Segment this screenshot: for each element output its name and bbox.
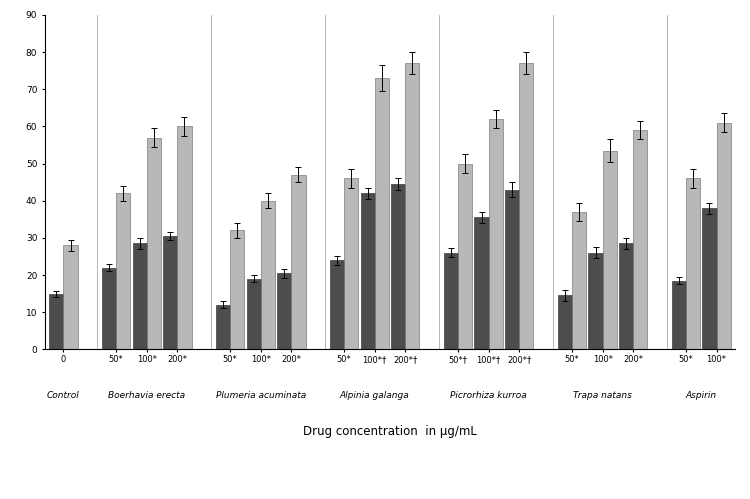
Bar (361, 193, 375, 349)
Bar (619, 244, 633, 349)
Bar (505, 190, 519, 349)
Bar (702, 208, 716, 349)
Bar (291, 175, 305, 349)
Bar (716, 123, 730, 349)
Bar (519, 63, 533, 349)
Bar (164, 236, 178, 349)
Text: Alpinia galanga: Alpinia galanga (340, 391, 410, 400)
Bar (686, 179, 700, 349)
Bar (133, 244, 147, 349)
Bar (278, 273, 291, 349)
Bar (458, 164, 472, 349)
X-axis label: Drug concentration  in μg/mL: Drug concentration in μg/mL (303, 425, 477, 438)
Bar (405, 63, 419, 349)
Text: Trapa natans: Trapa natans (573, 391, 632, 400)
Bar (489, 119, 502, 349)
Bar (475, 218, 489, 349)
Bar (330, 260, 344, 349)
Bar (230, 231, 244, 349)
Bar (558, 295, 572, 349)
Bar (116, 193, 130, 349)
Bar (216, 305, 230, 349)
Bar (178, 126, 191, 349)
Bar (633, 130, 647, 349)
Text: Boerhavia erecta: Boerhavia erecta (108, 391, 185, 400)
Bar (102, 267, 116, 349)
Bar (247, 279, 261, 349)
Text: Aspirin: Aspirin (686, 391, 717, 400)
Bar (672, 280, 686, 349)
Bar (64, 246, 78, 349)
Bar (602, 151, 616, 349)
Bar (589, 252, 602, 349)
Bar (391, 184, 405, 349)
Bar (344, 179, 358, 349)
Bar (375, 78, 389, 349)
Bar (261, 201, 275, 349)
Text: Picrorhiza kurroa: Picrorhiza kurroa (450, 391, 527, 400)
Text: Control: Control (47, 391, 80, 400)
Bar (147, 138, 161, 349)
Bar (50, 293, 64, 349)
Text: Plumeria acuminata: Plumeria acuminata (216, 391, 306, 400)
Bar (444, 252, 458, 349)
Bar (572, 212, 586, 349)
